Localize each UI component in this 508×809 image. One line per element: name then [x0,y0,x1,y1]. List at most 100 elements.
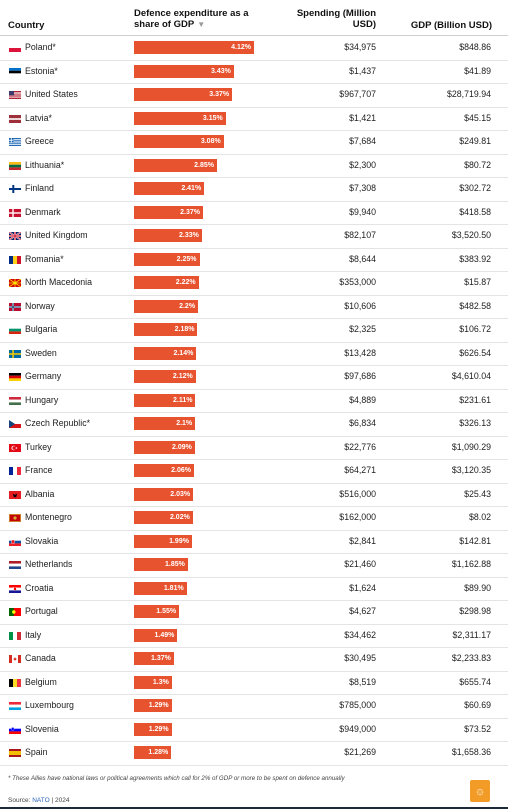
share-bar-label: 2.18% [174,326,195,333]
share-bar: 1.28% [134,746,172,759]
spending-value: $22,776 [344,441,376,452]
spending-value: $7,308 [349,183,376,193]
table-row: Croatia 1.81% $1,624 $89.90 [0,577,508,601]
flag-si-icon [9,725,21,734]
header-spending[interactable]: Spending (Million USD) [288,8,376,30]
share-bar-label: 2.85% [194,161,214,169]
gdp-value: $249.81 [459,136,491,146]
share-bar: 2.14% [134,346,197,360]
spending-value: $967,707 [339,89,376,99]
spending-value: $8,519 [349,676,376,687]
spending-value: $949,000 [339,723,376,734]
spending-value: $1,437 [349,65,376,76]
spending-value: $2,841 [349,535,376,546]
gdp-value: $1,090.29 [451,441,491,452]
country-name: Estonia* [25,65,58,76]
country-name: Sweden [25,347,57,358]
table-row: Bulgaria 2.18% $2,325 $106.72 [0,318,508,343]
flag-tr-icon [9,443,21,452]
logo-glyph: ۞ [476,783,484,797]
gdp-value: $626.54 [459,347,491,358]
share-bar-label: 3.37% [209,91,230,98]
share-bar-label: 3.43% [211,67,231,75]
spending-value: $13,428 [344,347,376,358]
share-bar-label: 1.99% [169,537,189,545]
country-name: Romania* [25,253,64,264]
share-bar: 1.3% [134,675,172,689]
share-bar: 3.43% [134,64,234,78]
table-row: Netherlands 1.85% $21,460 $1,162.88 [0,553,508,578]
gdp-value: $1,658.36 [451,747,491,757]
share-bar: 1.29% [134,722,172,736]
share-bar: 2.03% [134,487,194,501]
sort-desc-icon[interactable]: ▼ [197,20,206,29]
source-link[interactable]: NATO [32,797,50,804]
spending-value: $64,271 [344,465,376,475]
share-bar: 3.08% [134,135,224,148]
source-line: Source: NATO | 2024 [8,797,69,804]
table-row: Luxembourg 1.29% $785,000 $60.69 [0,694,508,719]
spending-value: $21,269 [344,747,376,757]
gdp-value: $28,719.94 [446,89,491,99]
country-name: Spain [25,747,48,757]
spending-value: $8,644 [349,253,376,264]
country-name: Canada [25,653,56,663]
share-bar: 2.22% [134,276,199,289]
country-name: Netherlands [25,559,73,569]
flag-gr-icon [9,138,21,146]
spending-value: $353,000 [339,277,376,287]
share-bar-label: 2.37% [180,208,201,216]
country-name: Slovakia [25,535,59,546]
table-row: Hungary 2.11% $4,889 $231.61 [0,389,508,413]
country-name: Poland* [25,42,56,52]
header-share[interactable]: Defence expenditure as a share of GDP ▼ [134,8,264,30]
share-bar-label: 2.06% [171,467,191,474]
table-row: Slovakia 1.99% $2,841 $142.81 [0,530,508,554]
country-name: Portugal [25,606,58,616]
header-gdp[interactable]: GDP (Billion USD) [410,20,492,31]
country-name: Finland [25,183,54,193]
country-name: Germany [25,371,62,381]
share-bar-label: 2.03% [170,490,191,498]
country-name: Norway [25,300,55,311]
table-row: United States 3.37% $967,707 $28,719.94 [0,83,508,108]
flag-me-icon [9,514,21,522]
spending-value: $21,460 [344,559,376,569]
share-bar: 1.85% [134,558,188,571]
share-bar-label: 1.3% [152,678,169,686]
flag-sk-icon [9,537,21,546]
table-row: Romania* 2.25% $8,644 $383.92 [0,248,508,272]
flag-cz-icon [9,420,21,428]
table-row: Poland* 4.12% $34,975 $848.86 [0,36,508,61]
source-prefix: Source: [8,797,33,804]
share-bar-label: 2.22% [175,279,196,286]
share-bar-label: 1.55% [156,608,177,615]
table-row: Montenegro 2.02% $162,000 $8.02 [0,506,508,531]
gdp-value: $60.69 [464,700,491,710]
gdp-value: $848.86 [459,42,491,52]
flag-lv-icon [9,114,21,123]
flag-no-icon [9,302,21,311]
share-bar: 2.02% [134,511,193,524]
bottom-rule [0,807,508,809]
header-country[interactable]: Country [8,20,45,31]
spending-value: $82,107 [344,230,376,240]
flag-pl-icon [9,44,21,52]
share-bar: 3.15% [134,111,226,125]
flag-nl-icon [9,561,21,569]
spending-value: $6,834 [349,418,376,428]
gdp-value: $73.52 [464,723,491,734]
share-bar: 3.37% [134,88,233,101]
gdp-value: $3,120.35 [451,465,491,475]
table-row: France 2.06% $64,271 $3,120.35 [0,459,508,484]
share-bar: 1.49% [134,628,178,642]
spending-value: $34,462 [344,629,376,640]
country-name: Luxembourg [25,700,74,710]
gdp-value: $41.89 [464,65,491,76]
gdp-value: $298.98 [459,606,491,616]
spending-value: $4,889 [349,394,376,405]
flag-pt-icon [9,608,21,616]
table-row: Canada 1.37% $30,495 $2,233.83 [0,647,508,672]
share-bar: 2.41% [134,182,205,195]
country-name: Montenegro [25,512,72,522]
